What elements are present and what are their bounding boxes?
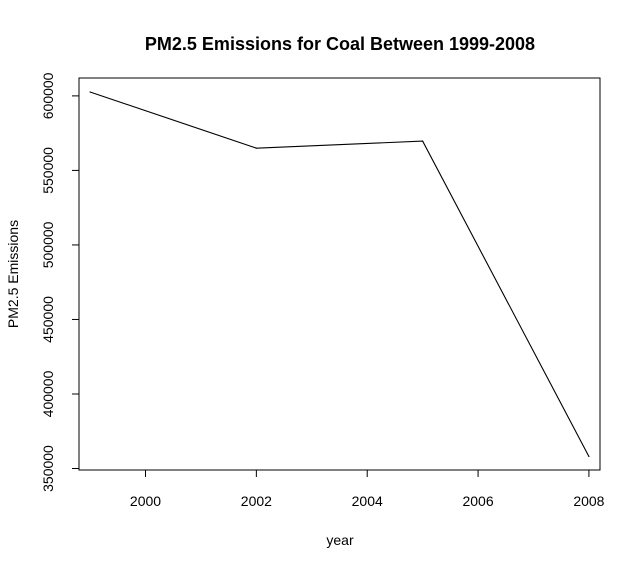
x-axis: 2000 2002 2004 2006 2008	[130, 469, 605, 509]
y-tick-label: 450000	[40, 296, 56, 343]
x-tick-label: 2002	[241, 493, 272, 509]
y-axis: 350000 400000 450000 500000 550000 600000	[40, 72, 80, 492]
y-tick-label: 350000	[40, 445, 56, 492]
x-tick-label: 2004	[352, 493, 383, 509]
y-tick-label: 400000	[40, 370, 56, 417]
x-tick-label: 2006	[462, 493, 493, 509]
y-tick-label: 550000	[40, 147, 56, 194]
data-point	[89, 91, 91, 93]
x-tick-label: 2000	[130, 493, 161, 509]
data-point	[422, 140, 424, 142]
y-tick-label: 500000	[40, 221, 56, 268]
data-point	[588, 455, 590, 458]
emissions-line	[89, 91, 590, 457]
plot-frame	[78, 77, 601, 471]
chart-title: PM2.5 Emissions for Coal Between 1999-20…	[145, 34, 535, 54]
x-tick-label: 2008	[573, 493, 604, 509]
x-axis-label: year	[326, 532, 354, 548]
series-layer	[89, 91, 590, 458]
data-point	[255, 147, 257, 149]
y-tick-label: 600000	[40, 72, 56, 119]
y-axis-label: PM2.5 Emissions	[5, 220, 21, 328]
